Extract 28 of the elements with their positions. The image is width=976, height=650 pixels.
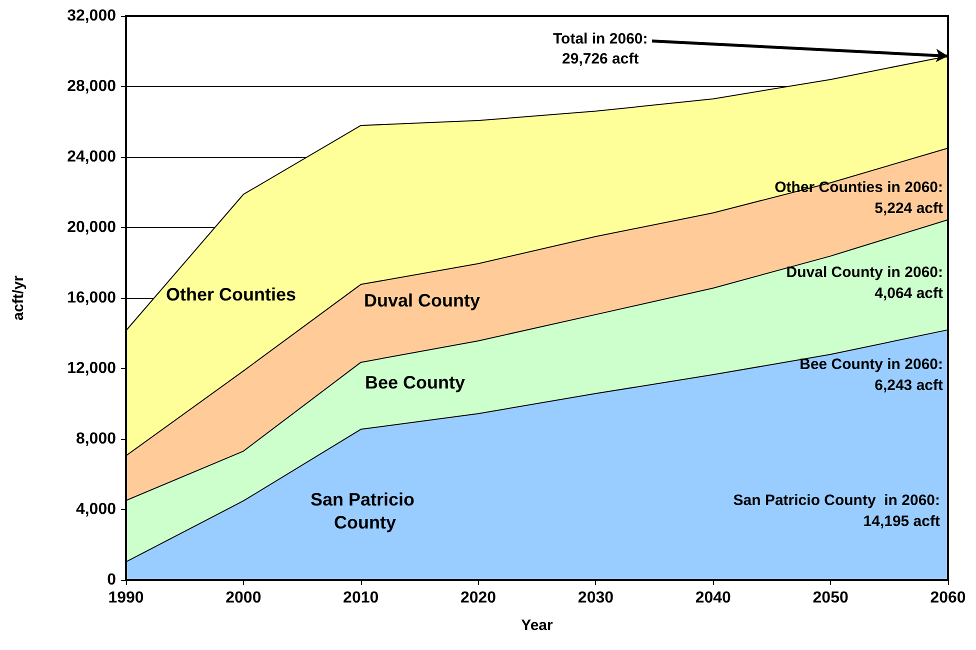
y-tick-label: 8,000	[76, 430, 116, 448]
x-tick-label: 2060	[930, 590, 966, 606]
series-label: Other Counties	[166, 284, 296, 304]
x-tick-label: 2040	[695, 590, 732, 606]
annotation: Other Counties in 2060: 5,224 acft	[774, 179, 943, 217]
annotation: Bee County in 2060: 6,243 acft	[800, 356, 943, 394]
x-tick-label: 2050	[812, 590, 848, 606]
y-tick-label: 12,000	[67, 360, 116, 377]
x-tick-label: 2000	[226, 590, 262, 606]
y-tick-label: 24,000	[67, 148, 116, 166]
annotation: Duval County in 2060: 4,064 acft	[786, 264, 943, 302]
y-tick-label: 20,000	[67, 219, 116, 236]
x-tick-label: 2010	[343, 590, 379, 606]
x-tick-label: 1990	[108, 590, 144, 606]
annotation: San Patricio County in 2060: 14,195 acft	[733, 492, 940, 530]
series-label: San Patricio County	[310, 490, 420, 532]
x-tick-label: 2030	[578, 590, 614, 606]
y-axis-title: acft/yr	[10, 275, 27, 321]
annotation: Total in 2060: 29,726 acft	[553, 30, 648, 68]
y-tick-label: 4,000	[76, 501, 116, 518]
y-tick-label: 16,000	[67, 290, 116, 306]
x-axis-title: Year	[521, 617, 554, 634]
y-tick-label: 32,000	[67, 8, 116, 24]
series-label: Bee County	[364, 372, 466, 392]
y-tick-label: 28,000	[67, 78, 116, 95]
series-label: Duval County	[364, 290, 480, 310]
x-tick-label: 2020	[460, 590, 496, 606]
y-tick-label: 0	[107, 572, 116, 588]
